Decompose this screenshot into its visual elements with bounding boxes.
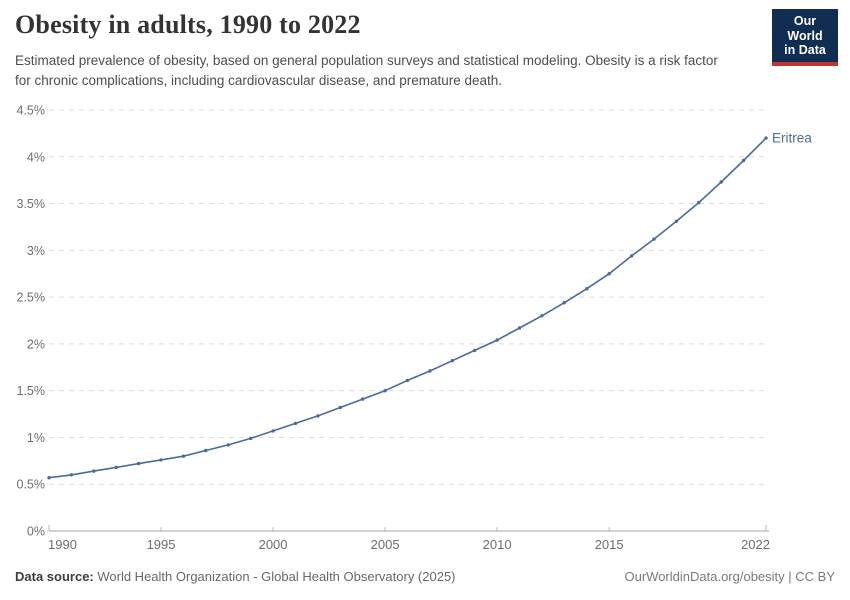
y-tick-label: 1.5%	[17, 384, 46, 398]
owid-link[interactable]: OurWorldinData.org/obesity | CC BY	[624, 569, 836, 584]
data-point[interactable]	[473, 348, 477, 353]
data-source-text: World Health Organization - Global Healt…	[93, 569, 456, 584]
chart-footer: Data source: World Health Organization -…	[15, 569, 835, 584]
y-tick-label: 3%	[27, 244, 45, 258]
data-point[interactable]	[562, 301, 566, 305]
y-tick-label: 4%	[27, 150, 45, 164]
data-point[interactable]	[271, 429, 275, 433]
data-point[interactable]	[92, 469, 96, 473]
line-chart[interactable]: 0% 0.5% 1% 1.5% 2% 2.5% 3% 3.5% 4% 4.5% 1990 1995 20…	[0, 92, 850, 562]
data-point[interactable]	[316, 414, 320, 418]
data-point[interactable]	[697, 200, 701, 205]
y-tick-label: 2.5%	[17, 291, 46, 305]
data-point[interactable]	[674, 219, 679, 223]
data-point[interactable]	[719, 180, 723, 184]
owid-logo[interactable]: Our World in Data	[772, 9, 838, 66]
data-point[interactable]	[47, 476, 51, 480]
data-point[interactable]	[652, 237, 656, 241]
data-point[interactable]	[607, 272, 611, 276]
y-tick-label: 0.5%	[17, 478, 46, 492]
y-tick-label: 2%	[27, 337, 45, 351]
data-point[interactable]	[361, 397, 365, 401]
data-point[interactable]	[405, 378, 410, 383]
x-tick-label: 1995	[147, 537, 176, 552]
y-tick-label: 4.5%	[17, 104, 46, 118]
chart-subtitle: Estimated prevalence of obesity, based o…	[15, 53, 718, 88]
page-title: Obesity in adults, 1990 to 2022	[15, 10, 361, 39]
data-point[interactable]	[338, 405, 342, 410]
data-point[interactable]	[69, 473, 74, 477]
data-point[interactable]	[540, 314, 544, 318]
x-tick-label: 2010	[483, 537, 512, 552]
owid-logo-line2: in Data	[784, 43, 826, 57]
data-point[interactable]	[585, 287, 589, 291]
y-tick-label: 3.5%	[17, 197, 46, 211]
series-label[interactable]: Eritrea	[772, 131, 812, 146]
data-point[interactable]	[136, 461, 141, 466]
data-point[interactable]	[181, 454, 186, 458]
data-point[interactable]	[159, 458, 163, 462]
data-point[interactable]	[428, 369, 432, 373]
data-point[interactable]	[383, 389, 387, 393]
owid-logo-line1: Our World	[787, 14, 823, 43]
data-point[interactable]	[450, 359, 454, 363]
x-tick-label: 2022	[741, 537, 770, 552]
x-tick-label: 2005	[371, 537, 400, 552]
data-point[interactable]	[293, 421, 298, 426]
y-tick-label: 0%	[27, 525, 45, 539]
data-point[interactable]	[495, 338, 499, 342]
data-point[interactable]	[764, 136, 768, 140]
x-tick-label: 2000	[259, 537, 288, 552]
x-tick-label: 2015	[595, 537, 624, 552]
data-point[interactable]	[741, 158, 746, 163]
data-point[interactable]	[249, 436, 253, 441]
data-point[interactable]	[517, 326, 522, 330]
data-point[interactable]	[629, 254, 634, 258]
data-point[interactable]	[114, 465, 118, 470]
data-source: Data source: World Health Organization -…	[15, 569, 456, 584]
data-point[interactable]	[204, 448, 208, 453]
y-tick-label: 1%	[27, 431, 45, 445]
data-point[interactable]	[226, 443, 230, 447]
data-source-label: Data source:	[15, 569, 94, 584]
x-tick-label: 1990	[48, 537, 77, 552]
data-line[interactable]	[48, 137, 767, 479]
chart-area: 0% 0.5% 1% 1.5% 2% 2.5% 3% 3.5% 4% 4.5% 1990 1995 20…	[0, 92, 850, 562]
